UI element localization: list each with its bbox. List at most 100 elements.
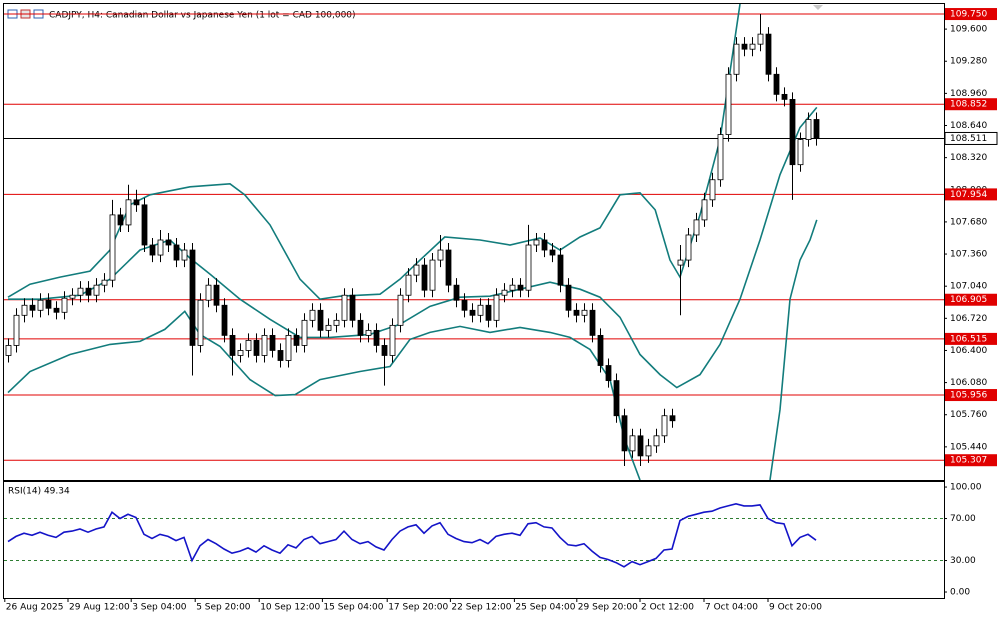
candle-body — [261, 334, 268, 356]
bollinger-band — [7, 219, 818, 480]
candle-body — [461, 299, 468, 311]
candle-body — [485, 304, 492, 321]
candle-body — [581, 309, 588, 316]
candle-body — [93, 284, 100, 296]
plot-area — [4, 502, 944, 568]
level-label-box — [945, 8, 997, 21]
candle-body — [285, 334, 292, 361]
candle-body — [221, 304, 228, 336]
y-tick-label: 105.760 — [950, 410, 987, 420]
candle-body — [701, 199, 708, 221]
candle-body — [381, 345, 388, 356]
candle-body — [53, 307, 60, 313]
rsi-pane — [3, 481, 945, 599]
level-label: 105.956 — [950, 391, 987, 401]
candle-body — [421, 264, 428, 291]
y-tick-label: 108.320 — [950, 153, 987, 163]
y-tick-label: 100.00 — [950, 483, 982, 493]
candle-body — [29, 304, 36, 311]
candle-body — [533, 239, 540, 246]
x-tick-label: 22 Sep 12:00 — [451, 603, 511, 613]
candle-body — [557, 254, 564, 286]
candle-body — [365, 329, 372, 336]
candle-body — [125, 199, 132, 226]
candle-body — [597, 334, 604, 366]
level-label: 106.515 — [950, 334, 987, 344]
candle-body — [709, 179, 716, 201]
x-tick-label: 25 Sep 04:00 — [515, 603, 575, 613]
main-pane — [3, 3, 945, 481]
candle-body — [349, 294, 356, 321]
y-tick-label: 108.640 — [950, 121, 987, 131]
current-price-label: 108.511 — [950, 134, 987, 144]
level-label-box — [945, 389, 997, 402]
candle-body — [13, 314, 20, 346]
x-tick-label: 29 Aug 12:00 — [69, 603, 130, 613]
y-tick-label: 106.720 — [950, 314, 987, 324]
candle-body — [565, 284, 572, 311]
level-label: 107.954 — [950, 190, 987, 200]
candle-body — [589, 309, 596, 336]
x-tick-label: 9 Oct 20:00 — [769, 603, 822, 613]
y-tick-label: 70.00 — [950, 514, 976, 524]
candle-body — [677, 259, 684, 266]
candle-body — [477, 304, 484, 316]
candle-body — [341, 294, 348, 321]
candle-body — [613, 380, 620, 417]
candle-body — [413, 264, 420, 276]
x-tick-label: 7 Oct 04:00 — [705, 603, 758, 613]
candle-body — [509, 284, 516, 291]
candle-body — [717, 134, 724, 181]
candle-body — [741, 43, 748, 50]
candle-body — [685, 234, 692, 261]
level-label-box — [945, 332, 997, 345]
y-tick-label: 105.440 — [950, 442, 987, 452]
shift-marker — [813, 5, 823, 10]
candle-body — [525, 244, 532, 291]
candle-body — [293, 334, 300, 346]
y-tick-label: 107.360 — [950, 250, 987, 260]
candle-body — [61, 297, 68, 313]
candle-body — [469, 309, 476, 316]
candle-body — [69, 294, 76, 299]
candle-body — [549, 249, 556, 256]
current-price-box — [944, 131, 998, 145]
candle-body — [277, 350, 284, 361]
candle-body — [573, 309, 580, 316]
candle-body — [205, 284, 212, 301]
level-label-box — [945, 98, 997, 111]
rsi-line — [7, 502, 817, 568]
candle-body — [157, 239, 164, 256]
candle-body — [213, 284, 220, 306]
candle-body — [181, 249, 188, 261]
x-tick-label: 15 Sep 04:00 — [323, 603, 383, 613]
candle-body — [373, 329, 380, 346]
x-tick-label: 10 Sep 12:00 — [260, 603, 320, 613]
candle-body — [253, 340, 260, 356]
candle-body — [437, 249, 444, 261]
candle-body — [333, 319, 340, 326]
candle-body — [149, 244, 156, 256]
level-label-box — [945, 454, 997, 467]
candle-body — [445, 249, 452, 286]
candle-body — [5, 345, 12, 356]
candle-body — [773, 73, 780, 95]
candle-body — [141, 204, 148, 246]
y-tick-label: 108.960 — [950, 89, 987, 99]
candle-body — [397, 294, 404, 326]
candle-body — [733, 43, 740, 75]
y-tick-label: 109.600 — [950, 25, 987, 35]
candle-body — [85, 287, 92, 296]
candle-body — [165, 239, 172, 246]
candle-body — [805, 119, 812, 140]
y-tick-label: 109.280 — [950, 57, 987, 67]
candle-body — [405, 274, 412, 296]
candle-body — [309, 309, 316, 321]
candle-body — [605, 365, 612, 381]
candle-body — [229, 334, 236, 356]
y-tick-label: 30.00 — [950, 556, 976, 566]
x-tick-label: 3 Sep 04:00 — [132, 603, 187, 613]
level-label: 106.905 — [950, 295, 987, 305]
y-tick-label: 106.400 — [950, 346, 987, 356]
